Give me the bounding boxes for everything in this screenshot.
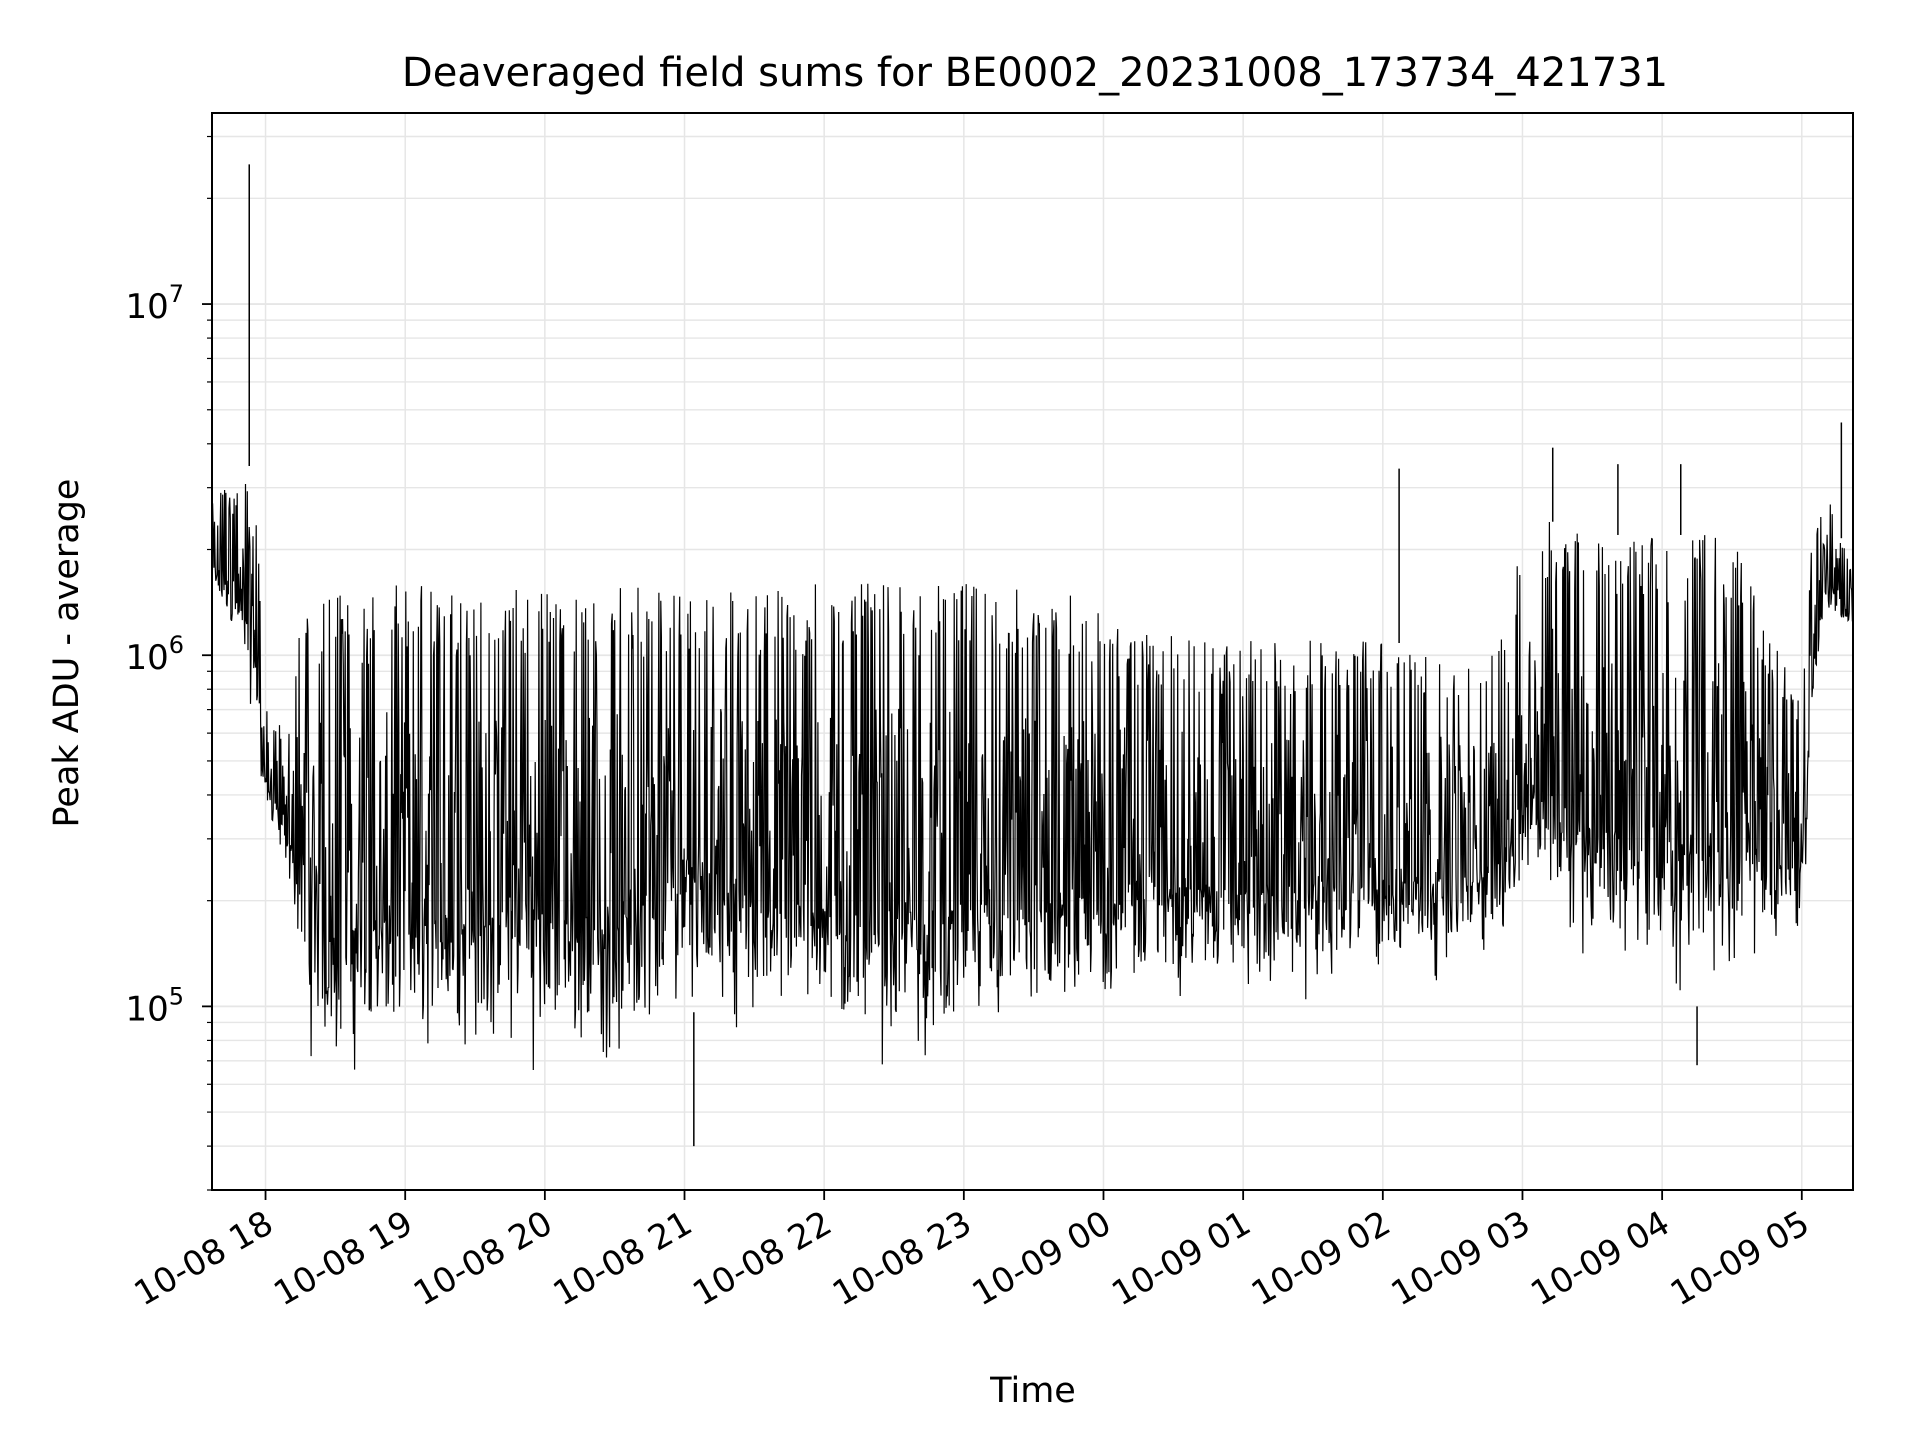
series-line bbox=[211, 483, 1854, 1071]
y-axis-label: Peak ADU - average bbox=[47, 479, 87, 828]
gridlines bbox=[212, 113, 1853, 1191]
x-axis-label: Time bbox=[989, 1371, 1076, 1411]
plot-area bbox=[211, 164, 1854, 1147]
y-tick-label: 107 bbox=[125, 280, 184, 327]
y-tick-label: 106 bbox=[125, 631, 184, 678]
y-tick-label: 105 bbox=[125, 982, 184, 1029]
axes-frame bbox=[211, 112, 1854, 1191]
chart-title: Deaveraged field sums for BE0002_2023100… bbox=[402, 50, 1668, 96]
